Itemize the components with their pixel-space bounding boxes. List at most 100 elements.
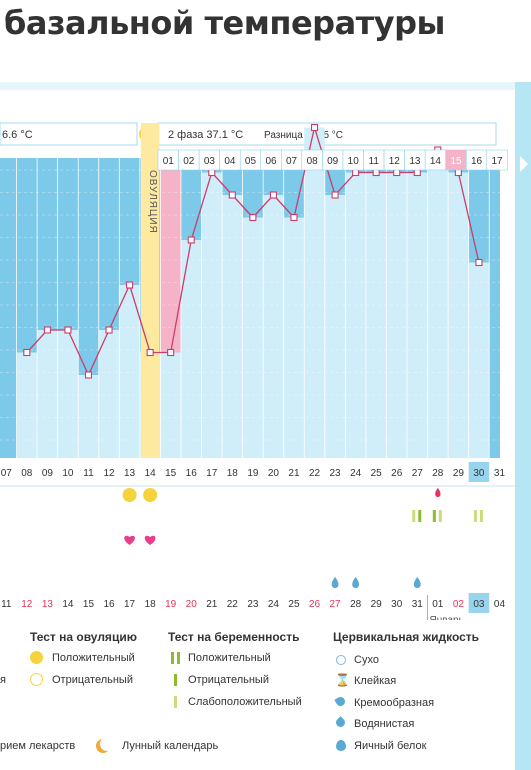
temperature-point[interactable] (105, 326, 113, 334)
cycle-day-label: 16 (186, 468, 198, 479)
top-day-label: 09 (327, 156, 339, 167)
month-label: Январь (430, 615, 464, 620)
date-label: 02 (453, 599, 465, 610)
legend-fluid-dry: Сухо (354, 654, 379, 666)
pregnancy-negative-icon (174, 674, 177, 686)
date-label: 03 (473, 599, 485, 610)
legend-ovulation-negative: Отрицательный (52, 674, 133, 686)
temperature-bar (427, 150, 449, 458)
date-label: 01 (432, 599, 444, 610)
ovulation-test-icon[interactable] (143, 488, 158, 502)
cycle-day-label: 12 (103, 468, 115, 479)
temperature-bar (242, 217, 264, 458)
temperature-point[interactable] (228, 191, 236, 199)
temperature-point[interactable] (475, 258, 483, 267)
date-label: 15 (83, 599, 95, 610)
top-day-label: 11 (369, 156, 380, 167)
top-day-label: 12 (389, 156, 401, 167)
temperature-point[interactable] (269, 191, 277, 199)
temperature-point[interactable] (393, 168, 401, 177)
date-label: 14 (62, 599, 74, 610)
legend-ovulation-positive: Положительный (52, 652, 135, 664)
legend-ovulation-title: Тест на овуляцию (30, 630, 137, 644)
date-label: 24 (268, 599, 280, 610)
temperature-point[interactable] (187, 236, 195, 244)
fluid-dry-icon (336, 655, 346, 665)
top-day-label: 01 (163, 156, 175, 167)
temperature-point[interactable] (249, 213, 257, 222)
pregnancy-test-icon[interactable] (412, 510, 416, 522)
temperature-point[interactable] (331, 191, 339, 199)
date-label: 23 (247, 599, 259, 610)
date-label: 29 (371, 599, 383, 610)
cervical-fluid-icon[interactable] (352, 577, 360, 588)
top-day-label: 10 (348, 156, 360, 167)
legend-pregnancy-title: Тест на беременность (168, 630, 300, 644)
temperature-point[interactable] (43, 326, 51, 334)
cycle-day-label: 19 (247, 468, 259, 479)
top-day-cell (486, 149, 508, 171)
temperature-point[interactable] (84, 371, 93, 379)
temperature-bar (119, 285, 140, 458)
pregnancy-test-icon[interactable] (432, 510, 436, 522)
ovulation-negative-icon (30, 673, 43, 686)
today-date-marker (468, 593, 490, 613)
pregnancy-test-icon[interactable] (418, 510, 422, 522)
date-label: 25 (288, 599, 300, 610)
red-drop-icon[interactable] (435, 488, 441, 497)
phase1-header (0, 122, 138, 146)
top-day-highlight (445, 150, 467, 170)
temperature-bar (407, 172, 428, 458)
heart-icon[interactable] (144, 535, 156, 545)
temperature-bar (283, 217, 305, 458)
cervical-fluid-icon[interactable] (413, 577, 421, 588)
temperature-point[interactable] (290, 213, 298, 222)
cycle-day-label: 17 (206, 468, 218, 479)
cervical-fluid-icon[interactable] (331, 577, 339, 588)
moon-icon (100, 737, 114, 751)
date-label: 12 (21, 599, 33, 610)
cycle-day-label: 07 (1, 468, 13, 479)
legend-fluid-watery: Водянистая (354, 718, 415, 730)
cycle-day-label: 31 (494, 468, 506, 479)
legend-fluid-sticky: Клейкая (354, 675, 397, 687)
temperature-point[interactable] (208, 168, 216, 177)
temperature-point[interactable] (413, 168, 421, 177)
temperature-point[interactable] (372, 168, 380, 177)
pregnancy-weak-icon (174, 696, 177, 708)
pregnancy-test-icon[interactable] (438, 510, 442, 522)
temperature-point[interactable] (126, 281, 134, 289)
fluid-sticky-icon: ⌛ (335, 673, 350, 687)
temperature-point[interactable] (146, 348, 154, 357)
legend-fluid-eggwhite: Яичный белок (354, 740, 427, 752)
temperature-bar (304, 127, 325, 458)
legend-moon: Лунный календарь (122, 740, 219, 752)
date-label: 31 (412, 599, 424, 610)
cycle-day-label: 21 (288, 468, 300, 479)
temperature-bar (98, 330, 120, 458)
cycle-day-label: 13 (124, 468, 136, 479)
temperature-point[interactable] (64, 326, 72, 334)
temperature-point[interactable] (454, 168, 462, 177)
cycle-day-label: 10 (62, 468, 74, 479)
temperature-point[interactable] (23, 348, 31, 357)
pregnancy-test-icon[interactable] (479, 510, 483, 522)
temperature-point[interactable] (352, 168, 360, 177)
temperature-bar (365, 172, 387, 458)
ovulation-test-icon[interactable] (122, 488, 137, 502)
temperature-bar (324, 195, 346, 458)
bbt-chart: 6.6 °C 2 фаза 37.1 °C Разница t° 0.5 °C … (0, 122, 515, 620)
temperature-point[interactable] (310, 123, 319, 132)
next-arrow-icon[interactable] (520, 156, 528, 172)
top-day-label: 16 (471, 156, 483, 167)
date-label: 11 (1, 599, 12, 610)
top-day-label: 03 (204, 156, 216, 167)
temperature-point[interactable] (167, 348, 175, 357)
date-label: 04 (494, 599, 506, 610)
date-label: 18 (145, 599, 157, 610)
pregnancy-test-icon[interactable] (473, 510, 477, 522)
top-day-label: 05 (245, 156, 257, 167)
heart-icon[interactable] (124, 535, 135, 545)
date-label: 19 (165, 599, 177, 610)
cycle-day-label: 18 (227, 468, 239, 479)
